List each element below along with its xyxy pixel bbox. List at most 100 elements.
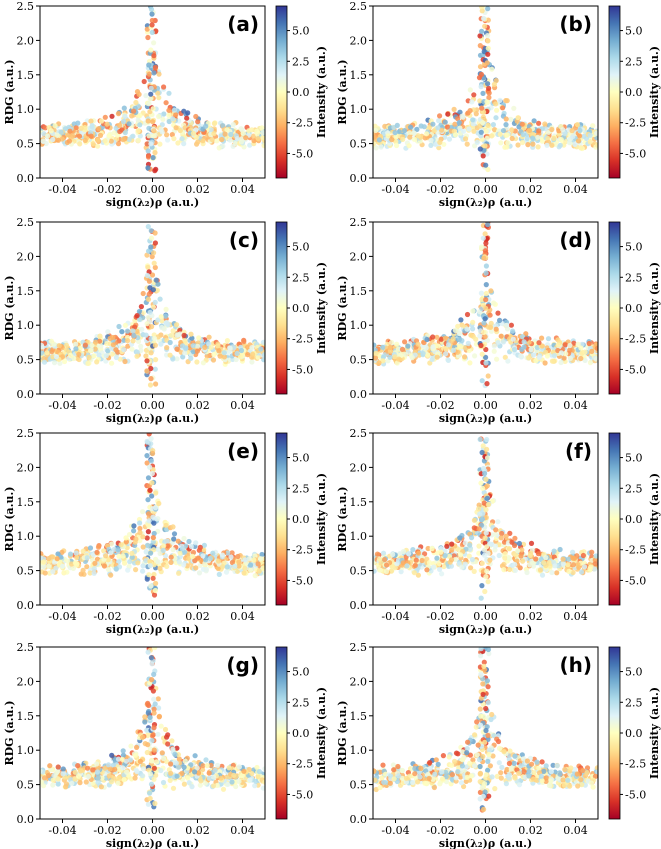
data-point (470, 757, 476, 763)
colorbar-tick-label: -5.0 (292, 363, 313, 376)
data-point (80, 567, 86, 573)
data-point (137, 316, 143, 322)
colorbar-tick-label: 5.0 (292, 241, 310, 254)
data-point (528, 347, 534, 353)
y-tick-label: 0.0 (17, 599, 35, 612)
data-point (467, 360, 473, 366)
data-point (190, 130, 196, 136)
data-point (424, 336, 430, 343)
colorbar (275, 646, 288, 820)
data-point (513, 552, 519, 558)
data-point (373, 342, 377, 348)
data-point (135, 128, 141, 134)
y-tick-label: 2.5 (350, 0, 368, 13)
colorbar (275, 5, 288, 179)
data-point (123, 539, 129, 545)
data-point (151, 706, 157, 712)
data-point (410, 547, 416, 553)
x-tick-label: 0.00 (473, 183, 498, 196)
data-point (526, 355, 532, 361)
data-point (104, 121, 110, 127)
data-point (252, 783, 258, 789)
data-point (196, 570, 203, 576)
data-point (157, 550, 163, 557)
data-point (491, 348, 497, 354)
data-point (566, 568, 572, 575)
data-point (389, 339, 395, 346)
data-point (113, 347, 119, 353)
data-point (116, 323, 122, 330)
data-point (449, 541, 455, 547)
data-point (162, 726, 169, 733)
data-point (485, 6, 491, 12)
data-point (145, 118, 151, 124)
data-point (62, 358, 68, 365)
colorbar-label: Intensity (a.u.) (315, 687, 328, 779)
data-point (70, 133, 76, 139)
data-point (170, 328, 176, 334)
data-point (437, 113, 443, 119)
data-point (147, 558, 153, 564)
data-point (539, 343, 546, 349)
data-point (54, 556, 60, 562)
y-tick-label: 2.5 (17, 216, 35, 229)
data-point (164, 132, 170, 138)
y-tick-label: 1.0 (17, 103, 35, 116)
data-point (95, 143, 101, 149)
data-point (171, 536, 177, 542)
data-point (260, 565, 265, 571)
data-point (160, 755, 167, 762)
data-point (151, 671, 157, 678)
data-point (520, 131, 526, 138)
data-point (452, 121, 458, 127)
data-point (146, 133, 152, 139)
data-point (87, 545, 94, 551)
data-point (437, 566, 443, 573)
data-point (145, 700, 151, 707)
data-point (509, 328, 516, 334)
x-tick-label: -0.04 (381, 399, 409, 412)
data-point (146, 291, 152, 297)
data-point (409, 355, 415, 361)
data-point (459, 564, 465, 570)
y-tick-label: 1.5 (350, 496, 368, 509)
data-point (111, 130, 117, 136)
data-point (229, 559, 235, 566)
data-point (587, 360, 594, 366)
y-tick-label: 1.5 (17, 285, 35, 298)
data-point (156, 95, 162, 101)
data-point (144, 358, 150, 364)
data-point (589, 549, 595, 555)
data-point (161, 84, 167, 90)
data-point (108, 550, 114, 556)
data-point (210, 550, 216, 556)
data-point (58, 129, 64, 135)
data-point (488, 328, 494, 334)
data-point (136, 91, 142, 97)
data-point (542, 360, 548, 366)
data-point (431, 564, 437, 570)
data-point (247, 777, 253, 783)
data-point (535, 144, 541, 150)
data-point (458, 552, 464, 558)
data-point (561, 355, 567, 361)
data-point (148, 550, 154, 556)
colorbar-tick-label: 0.0 (625, 86, 643, 99)
data-point (510, 336, 516, 342)
data-point (149, 661, 155, 667)
data-point (185, 110, 191, 116)
data-point (119, 756, 125, 763)
y-tick-label: 0.5 (350, 138, 368, 151)
data-point (563, 351, 569, 357)
data-point (509, 127, 515, 133)
data-point (152, 342, 158, 348)
scatter-points (40, 433, 265, 598)
data-point (434, 555, 440, 561)
data-point (484, 446, 490, 452)
data-point (448, 557, 455, 563)
data-point (40, 783, 47, 789)
data-point (148, 436, 154, 442)
data-point (177, 127, 183, 134)
data-point (151, 250, 157, 256)
data-point (221, 350, 227, 356)
